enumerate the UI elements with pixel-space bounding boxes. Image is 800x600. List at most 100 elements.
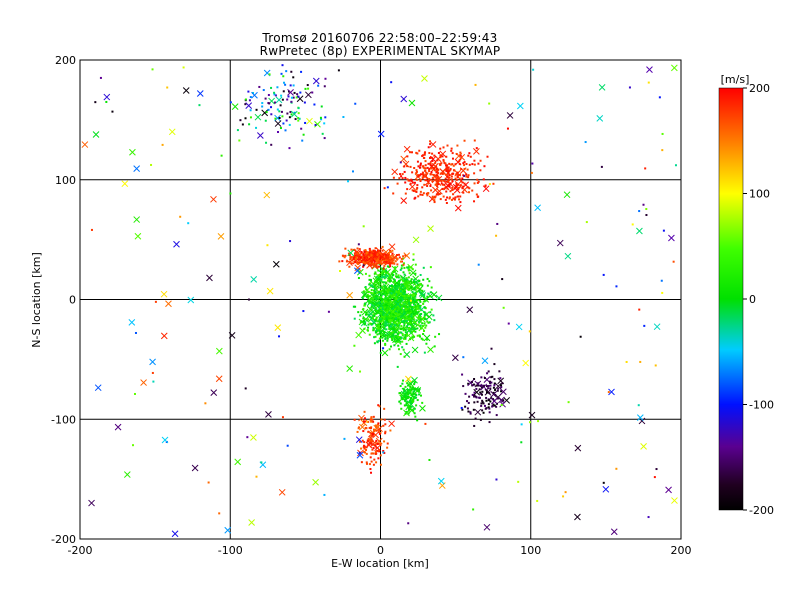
scatter-point: [379, 283, 382, 286]
scatter-point: [392, 259, 395, 262]
scatter-point: [198, 104, 201, 107]
scatter-point: [406, 278, 409, 281]
scatter-point: [585, 221, 588, 224]
scatter-point: [458, 198, 461, 201]
scatter-point: [390, 325, 393, 328]
scatter-point: [378, 332, 381, 335]
scatter-point: [485, 391, 488, 394]
scatter-point: [350, 248, 353, 251]
scatter-point: [415, 286, 418, 289]
scatter-point: [377, 431, 380, 434]
scatter-x-marker: [251, 91, 258, 99]
scatter-point: [395, 290, 398, 293]
scatter-point: [375, 296, 378, 299]
scatter-point: [383, 335, 386, 338]
scatter-point: [229, 101, 232, 104]
colorbar-label: [m/s]: [721, 73, 750, 86]
scatter-point: [374, 292, 377, 295]
scatter-x-marker: [534, 204, 541, 212]
scatter-point: [372, 326, 375, 329]
scatter-point: [429, 156, 432, 159]
scatter-x-marker: [305, 91, 312, 99]
scatter-point: [421, 193, 424, 196]
scatter-point: [361, 297, 364, 300]
scatter-point: [407, 269, 410, 272]
scatter-point: [247, 298, 250, 301]
scatter-x-marker: [314, 120, 321, 128]
scatter-point: [405, 326, 408, 329]
scatter-point: [300, 127, 303, 130]
scatter-point: [496, 389, 499, 392]
scatter-point: [323, 137, 326, 140]
scatter-point: [391, 323, 394, 326]
scatter-point: [387, 316, 390, 319]
scatter-point: [277, 131, 280, 134]
scatter-x-marker: [358, 414, 365, 422]
scatter-point: [394, 292, 397, 295]
scatter-x-marker: [129, 148, 136, 156]
scatter-point: [485, 389, 488, 392]
scatter-point: [381, 281, 384, 284]
scatter-point: [372, 452, 375, 455]
scatter-point: [461, 373, 464, 376]
scatter-point: [368, 283, 371, 286]
scatter-point: [347, 180, 350, 183]
scatter-point: [426, 284, 429, 287]
scatter-point: [502, 306, 505, 309]
scatter-point: [424, 160, 427, 163]
scatter-point: [412, 292, 415, 295]
scatter-point: [374, 444, 377, 447]
scatter-x-marker: [411, 376, 418, 384]
scatter-x-marker: [439, 168, 447, 176]
scatter-point: [481, 390, 484, 393]
scatter-point: [384, 271, 387, 274]
scatter-point: [413, 381, 416, 384]
scatter-point: [405, 319, 408, 322]
scatter-point: [389, 327, 392, 330]
scatter-point: [375, 309, 378, 312]
scatter-point: [403, 404, 406, 407]
scatter-point: [473, 139, 476, 142]
scatter-point: [365, 311, 368, 314]
scatter-point: [410, 405, 413, 408]
scatter-point: [444, 198, 447, 201]
scatter-point: [409, 382, 412, 385]
scatter-point: [281, 416, 284, 419]
scatter-x-marker: [250, 276, 258, 283]
scatter-point: [383, 187, 386, 190]
scatter-point: [491, 375, 494, 378]
scatter-point: [419, 335, 422, 338]
scatter-point: [373, 342, 376, 345]
scatter-point: [446, 175, 449, 178]
scatter-point: [375, 295, 378, 298]
scatter-point: [389, 315, 392, 318]
scatter-x-marker: [312, 478, 319, 486]
scatter-point: [379, 442, 382, 445]
scatter-point: [389, 292, 392, 295]
scatter-point: [488, 183, 491, 186]
scatter-x-marker: [419, 405, 426, 412]
scatter-x-marker: [598, 83, 606, 91]
scatter-point: [348, 254, 351, 257]
scatter-point: [452, 197, 455, 200]
scatter-point: [409, 401, 412, 404]
scatter-x-marker: [367, 310, 375, 318]
scatter-point: [382, 298, 385, 301]
scatter-point: [420, 312, 423, 315]
scatter-x-marker: [346, 259, 353, 267]
scatter-point: [409, 311, 412, 314]
scatter-point: [454, 196, 457, 199]
scatter-point: [474, 83, 477, 86]
scatter-point: [386, 442, 389, 445]
scatter-point: [493, 384, 496, 387]
scatter-x-marker: [421, 75, 428, 82]
scatter-point: [376, 291, 379, 294]
scatter-point: [480, 384, 483, 387]
scatter-point: [282, 90, 285, 93]
scatter-point: [281, 98, 284, 101]
scatter-point: [378, 405, 381, 408]
scatter-point: [416, 160, 419, 163]
scatter-x-marker: [564, 252, 572, 260]
scatter-point: [412, 281, 415, 284]
scatter-point: [471, 381, 474, 384]
